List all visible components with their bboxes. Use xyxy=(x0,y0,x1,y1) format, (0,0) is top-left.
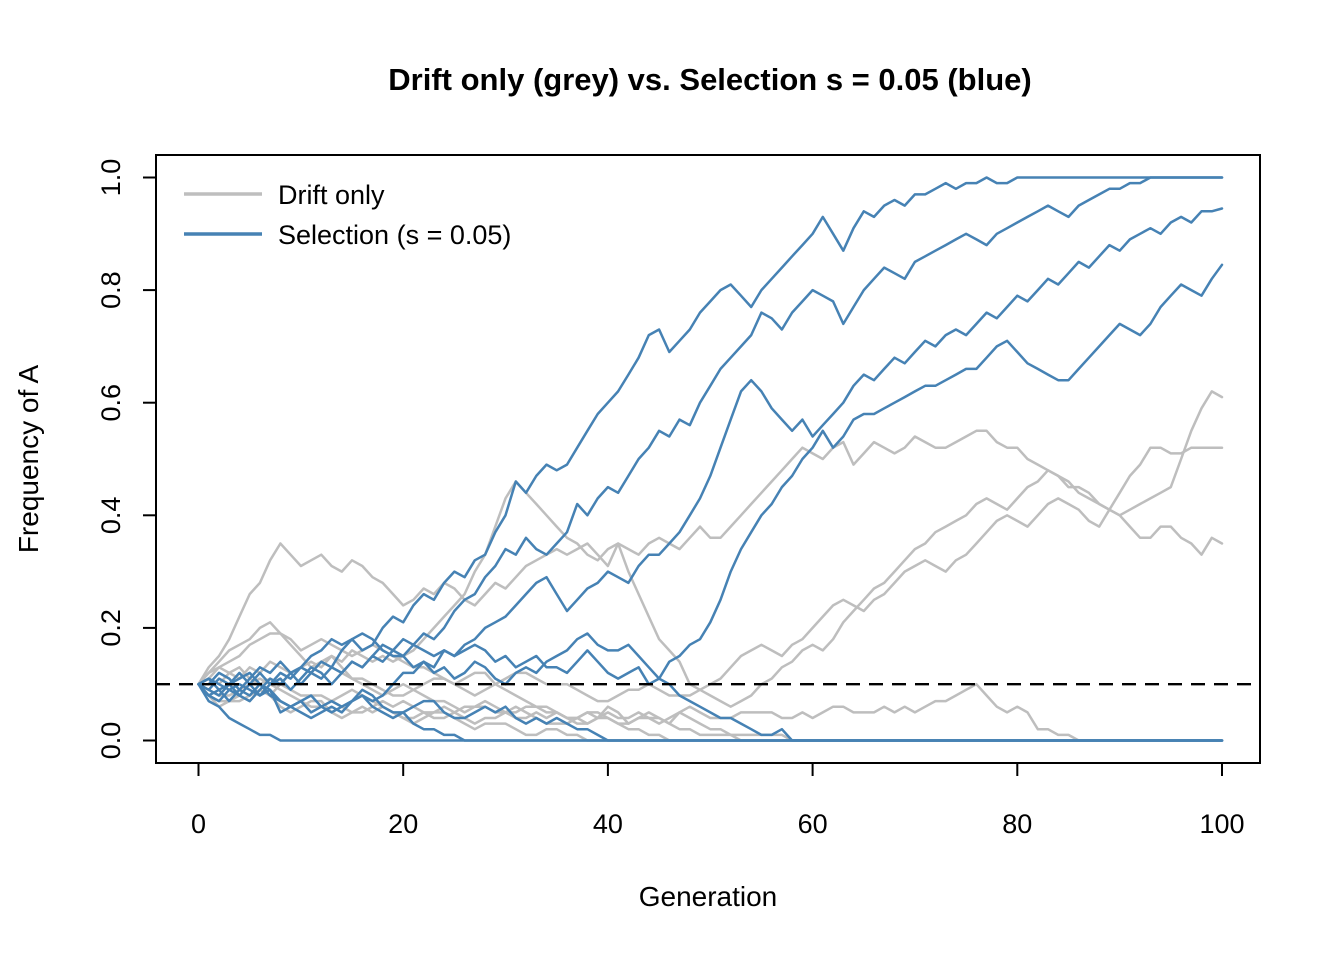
series-line-selection-4 xyxy=(197,263,1224,692)
y-tick-label: 0.2 xyxy=(96,609,126,647)
series-line-drift-5 xyxy=(197,677,1224,742)
y-tick-label: 1.0 xyxy=(96,159,126,197)
x-tick-label: 80 xyxy=(1002,809,1032,839)
y-tick-label: 0.8 xyxy=(96,271,126,309)
legend-label-selection: Selection (s = 0.05) xyxy=(278,220,511,250)
y-tick-label: 0.4 xyxy=(96,497,126,535)
y-axis-title: Frequency of A xyxy=(13,365,44,554)
series-line-drift-8 xyxy=(197,682,1224,742)
series-line-drift-6 xyxy=(197,682,1224,742)
series-line-selection-8 xyxy=(197,677,1224,742)
x-axis-title: Generation xyxy=(639,881,778,912)
x-tick-label: 0 xyxy=(191,809,206,839)
x-tick-label: 40 xyxy=(593,809,623,839)
series-line-drift-3 xyxy=(197,390,1224,708)
y-tick-label: 0.0 xyxy=(96,722,126,760)
chart-title: Drift only (grey) vs. Selection s = 0.05… xyxy=(388,62,1031,97)
series-line-selection-2 xyxy=(197,176,1224,697)
series-line-selection-7 xyxy=(197,682,1224,742)
y-tick-label: 0.6 xyxy=(96,384,126,422)
series-line-selection-1 xyxy=(197,176,1224,697)
plot-box xyxy=(155,154,1261,764)
legend-label-drift: Drift only xyxy=(278,180,385,210)
legend: Drift only Selection (s = 0.05) xyxy=(184,180,511,250)
x-tick-label: 100 xyxy=(1199,809,1244,839)
series-line-drift-7 xyxy=(197,632,1224,742)
x-tick-label: 20 xyxy=(388,809,418,839)
series-line-selection-3 xyxy=(197,207,1224,720)
series-line-drift-1 xyxy=(197,429,1224,686)
x-tick-label: 60 xyxy=(798,809,828,839)
